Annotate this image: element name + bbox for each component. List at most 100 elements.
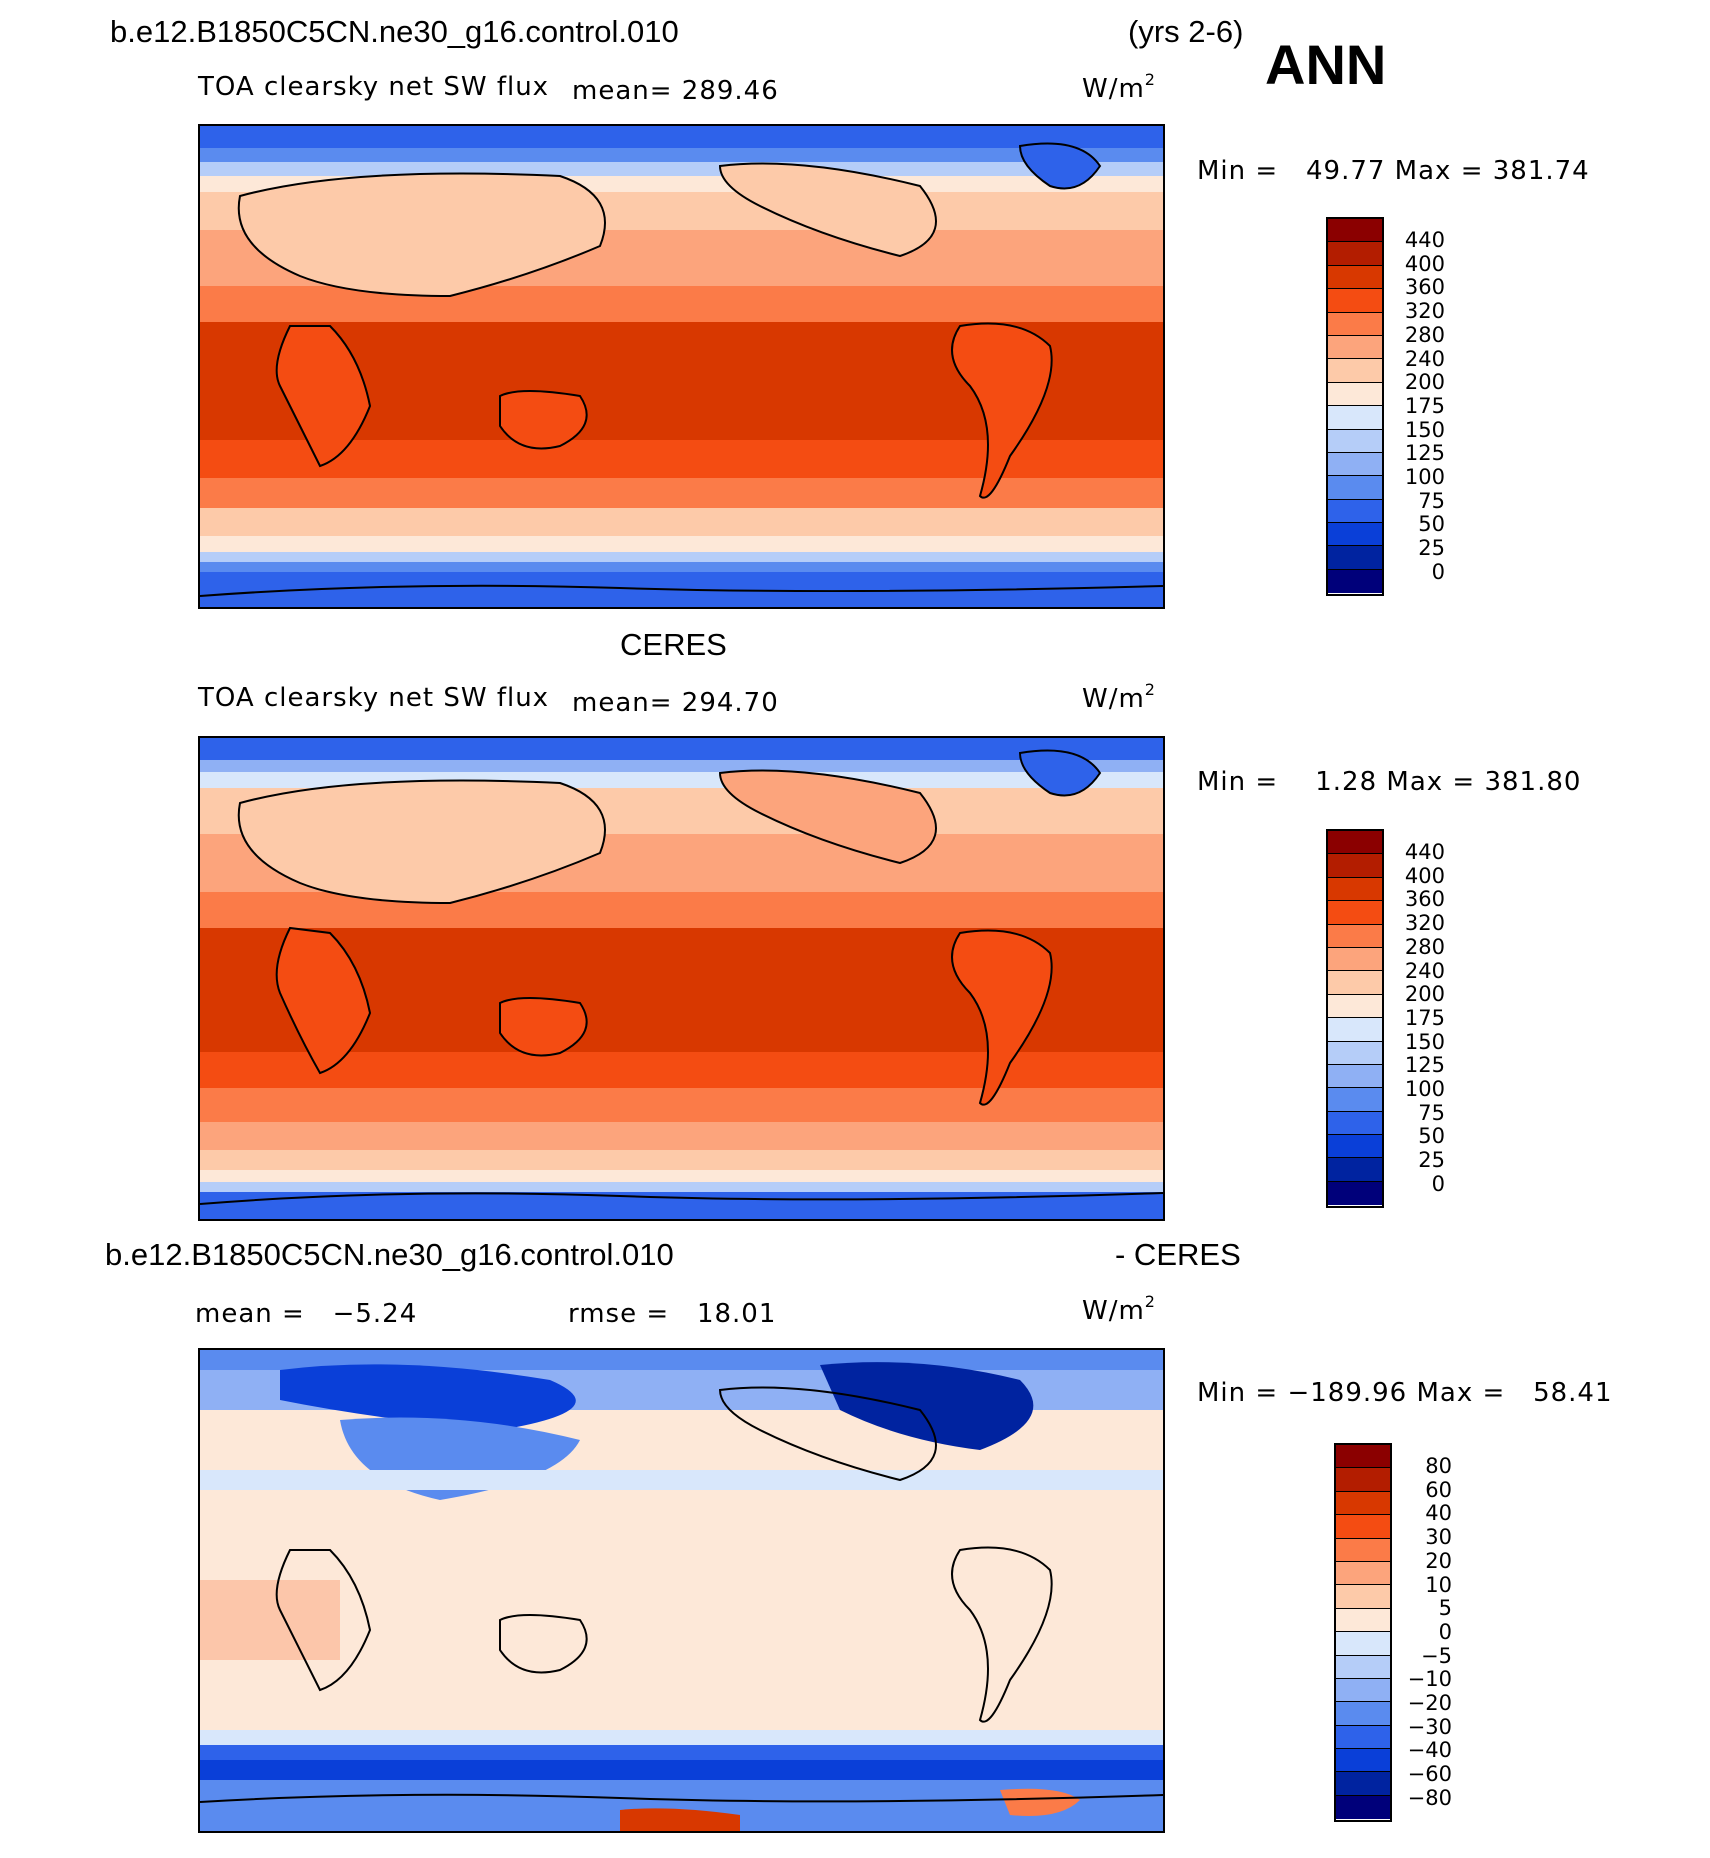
colorbar-swatch [1336,1468,1390,1492]
colorbar-swatch [1328,1158,1382,1182]
colorbar-label: 175 [1404,1005,1445,1030]
colorbar-swatch [1328,335,1382,360]
model-colorbar [1326,217,1384,596]
season-label: ANN [1265,33,1387,96]
colorbar-label: 25 [1418,1148,1445,1173]
colorbar-label: 125 [1404,1053,1445,1078]
years-label: (yrs 2-6) [1128,14,1244,49]
colorbar-swatch [1328,546,1382,570]
colorbar-label: 60 [1425,1477,1452,1502]
colorbar-label: 75 [1418,488,1445,513]
colorbar-swatch [1336,1585,1390,1609]
ceres-map [198,736,1165,1221]
colorbar-label: 360 [1404,275,1445,300]
ceres-colorbar-labels: 440 400 360 320 280 240 200 175 150 125 … [1390,840,1445,1197]
model-colorbar-labels: 440 400 360 320 280 240 200 175 150 125 … [1390,228,1445,585]
colorbar-label: −20 [1407,1691,1452,1716]
colorbar-label: 400 [1404,863,1445,888]
colorbar-swatch [1328,452,1382,477]
panel2-title: CERES [620,627,727,662]
colorbar-swatch [1328,476,1382,500]
colorbar-swatch [1328,1064,1382,1089]
panel2-units: W/m2 [1082,680,1156,714]
colorbar-swatch [1328,1135,1382,1159]
colorbar-swatch [1336,1725,1390,1750]
panel3-rmse: rmse = 18.01 [568,1299,777,1329]
colorbar-label: 75 [1418,1100,1445,1125]
colorbar-label: 25 [1418,536,1445,561]
colorbar-swatch [1328,312,1382,336]
colorbar-swatch [1328,406,1382,430]
colorbar-label: 0 [1431,1171,1445,1196]
colorbar-label: 50 [1418,1124,1445,1149]
colorbar-swatch [1336,1678,1390,1703]
panel3-title-left: b.e12.B1850C5CN.ne30_g16.control.010 [105,1237,674,1272]
colorbar-swatch [1328,854,1382,878]
colorbar-label: 0 [1438,1619,1452,1644]
colorbar-swatch [1328,289,1382,313]
colorbar-label: 320 [1404,911,1445,936]
colorbar-label: −60 [1407,1762,1452,1787]
colorbar-label: 50 [1418,512,1445,537]
colorbar-swatch [1328,831,1382,855]
panel3-minmax: Min = −189.96 Max = 58.41 [1197,1378,1613,1408]
colorbar-label: 100 [1404,1077,1445,1102]
colorbar-swatch [1328,994,1382,1019]
colorbar-swatch [1328,569,1382,594]
colorbar-label: 20 [1425,1548,1452,1573]
colorbar-label: 150 [1404,417,1445,442]
colorbar-label: 10 [1425,1572,1452,1597]
colorbar-label: 5 [1438,1596,1452,1621]
colorbar-label: 200 [1404,370,1445,395]
colorbar-label: −30 [1407,1714,1452,1739]
colorbar-swatch [1328,523,1382,547]
difference-colorbar-labels: 80 60 40 30 20 10 5 0 −5 −10 −20 −30 −40… [1392,1454,1452,1811]
colorbar-label: 0 [1431,559,1445,584]
colorbar-swatch [1328,924,1382,948]
colorbar-swatch [1336,1702,1390,1726]
colorbar-swatch [1328,1088,1382,1112]
colorbar-swatch [1336,1772,1390,1796]
colorbar-swatch [1328,499,1382,524]
colorbar-swatch [1328,429,1382,453]
panel3-units: W/m2 [1082,1292,1156,1326]
colorbar-swatch [1328,1041,1382,1065]
colorbar-label: 440 [1404,228,1445,252]
colorbar-swatch [1336,1491,1390,1516]
colorbar-label: −10 [1407,1667,1452,1692]
colorbar-label: 100 [1404,465,1445,490]
panel1-variable: TOA clearsky net SW flux [198,72,550,102]
colorbar-label: 240 [1404,346,1445,371]
colorbar-label: −40 [1407,1738,1452,1763]
colorbar-swatch [1328,947,1382,972]
colorbar-swatch [1328,1181,1382,1206]
colorbar-swatch [1328,1111,1382,1136]
colorbar-swatch [1336,1445,1390,1469]
panel2-variable: TOA clearsky net SW flux [198,683,550,713]
colorbar-swatch [1336,1749,1390,1773]
panel1-units: W/m2 [1082,70,1156,104]
colorbar-label: 240 [1404,958,1445,983]
colorbar-label: −80 [1407,1785,1452,1810]
colorbar-swatch [1336,1655,1390,1679]
colorbar-label: 30 [1425,1525,1452,1550]
colorbar-swatch [1336,1795,1390,1820]
colorbar-label: 360 [1404,887,1445,912]
case-title: b.e12.B1850C5CN.ne30_g16.control.010 [110,14,679,49]
colorbar-label: 175 [1404,393,1445,418]
colorbar-label: −5 [1421,1643,1452,1668]
colorbar-label: 200 [1404,982,1445,1007]
colorbar-swatch [1328,265,1382,290]
difference-map [198,1348,1165,1833]
colorbar-swatch [1328,359,1382,383]
colorbar-swatch [1336,1632,1390,1656]
colorbar-swatch [1328,219,1382,243]
colorbar-swatch [1328,901,1382,925]
model-map [198,124,1165,609]
colorbar-swatch [1328,242,1382,266]
panel3-mean: mean = −5.24 [195,1299,418,1329]
difference-colorbar [1334,1443,1392,1822]
colorbar-swatch [1336,1515,1390,1539]
panel1-mean: mean= 289.46 [572,76,779,106]
colorbar-label: 440 [1404,840,1445,864]
